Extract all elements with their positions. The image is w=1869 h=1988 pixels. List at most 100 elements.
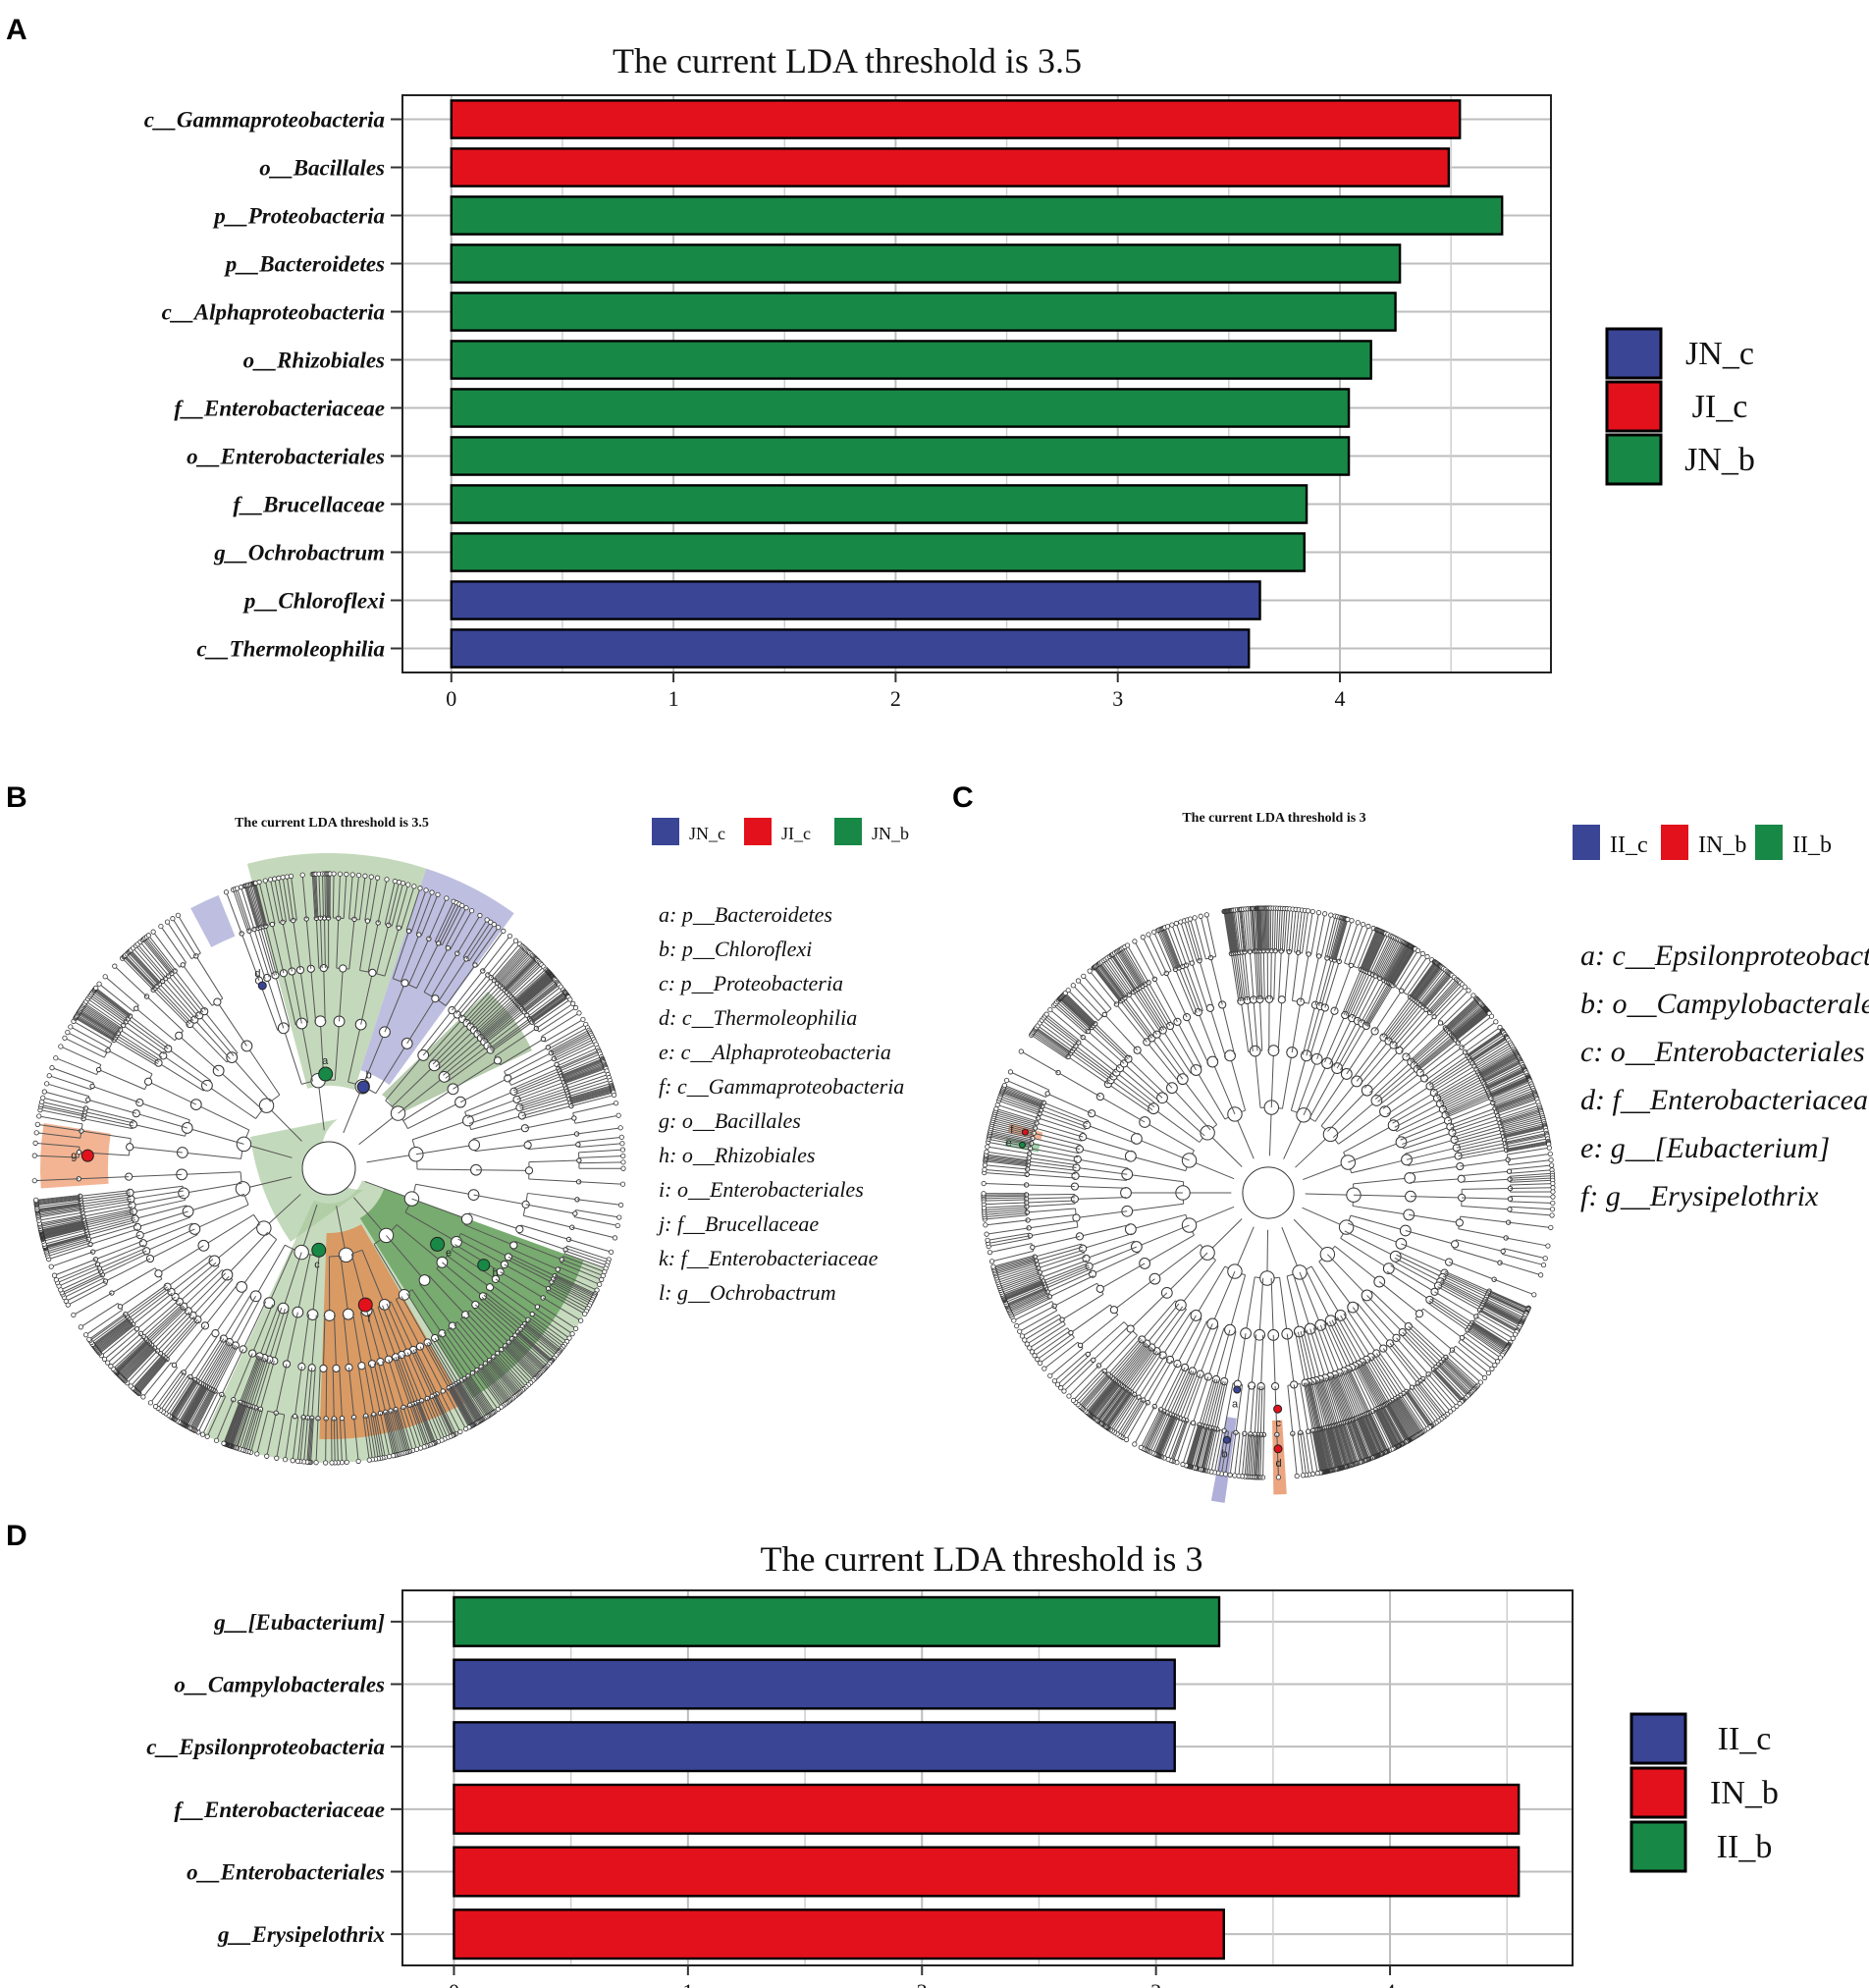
branch [197, 1392, 219, 1433]
branch [114, 965, 147, 997]
leaf-node [1022, 1337, 1028, 1343]
branch [1446, 1098, 1492, 1118]
branch [1470, 1323, 1508, 1349]
branch [1387, 1344, 1418, 1384]
branch [136, 1358, 167, 1393]
branch [447, 1329, 478, 1370]
branch [116, 1341, 149, 1373]
branch [386, 1235, 425, 1281]
branch [462, 919, 488, 958]
branch [94, 1319, 132, 1349]
branch [223, 1293, 252, 1339]
leaf-node [580, 1016, 586, 1023]
leaf-node [31, 1153, 37, 1158]
branch [455, 974, 489, 1014]
branch [1374, 1409, 1395, 1449]
branch [339, 1368, 343, 1419]
branch [524, 1323, 561, 1353]
branch [1484, 1300, 1524, 1320]
branch [1398, 1114, 1446, 1137]
branch [408, 939, 430, 986]
branch [95, 1240, 143, 1261]
branch [212, 1345, 238, 1391]
branch [504, 957, 536, 991]
leaf-node [284, 874, 290, 880]
branch [1295, 1134, 1331, 1168]
branch [1425, 1051, 1466, 1081]
branch [1394, 1102, 1441, 1128]
branch [1441, 1361, 1473, 1392]
leaf-node [618, 1134, 624, 1140]
branch [366, 1154, 416, 1163]
branch [81, 1203, 133, 1213]
inner-node [1252, 1431, 1258, 1437]
branch [1386, 1270, 1430, 1301]
branch [457, 1238, 506, 1265]
inner-node [1109, 1306, 1119, 1315]
branch [406, 997, 436, 1045]
branch [1278, 950, 1282, 1000]
branch [472, 1127, 525, 1140]
branch [319, 918, 323, 969]
leaf-node [567, 996, 573, 1002]
branch [248, 884, 262, 928]
branch [1030, 1226, 1079, 1237]
branch [1385, 943, 1409, 983]
branch [1447, 1001, 1480, 1031]
leaf-node [987, 1250, 993, 1256]
branch [1501, 1117, 1543, 1130]
branch [142, 1362, 172, 1398]
branch [34, 1155, 80, 1158]
branch [1379, 1072, 1421, 1105]
branch [479, 1368, 507, 1404]
branch [1510, 1183, 1553, 1186]
branch [1286, 908, 1291, 952]
branch [984, 1197, 1027, 1200]
inner-node [1457, 1174, 1466, 1183]
legend-label-JI_c: JI_c [781, 824, 811, 843]
leaf-node [1014, 1323, 1020, 1329]
branch [78, 1013, 117, 1038]
branch [107, 1332, 141, 1364]
branch [265, 926, 280, 975]
inner-node [208, 1255, 221, 1267]
branch [1412, 963, 1439, 999]
panel-c-title: The current LDA threshold is 3 [1182, 811, 1365, 826]
branch [566, 1077, 610, 1092]
branch [1489, 1077, 1529, 1096]
leaf-node [1328, 912, 1334, 918]
inner-node [76, 1149, 82, 1155]
biomarker-letter: g [71, 1150, 77, 1161]
leaf-node [578, 1317, 584, 1323]
branch [1468, 1328, 1504, 1355]
inner-node [1145, 1400, 1150, 1406]
branch [358, 1112, 399, 1146]
branch [467, 987, 504, 1025]
branch [1211, 1380, 1224, 1428]
branch [251, 1304, 274, 1354]
key-item: g: o__Bacillales [659, 1108, 801, 1133]
branch [494, 1027, 537, 1057]
branch [489, 1359, 519, 1394]
branch [292, 1417, 299, 1461]
branch [1384, 942, 1407, 982]
branch [512, 1070, 561, 1092]
branch [144, 1304, 183, 1340]
branch [502, 1348, 534, 1381]
branch [1259, 1434, 1262, 1478]
inner-node [219, 1391, 225, 1398]
branch [353, 875, 360, 920]
branch [474, 1370, 503, 1408]
branch [1037, 1249, 1084, 1265]
branch [273, 1310, 290, 1362]
category-label: o__Rhizobiales [243, 349, 385, 373]
branch [1468, 1032, 1505, 1057]
branch [201, 1340, 228, 1385]
leaf-node [1488, 1013, 1495, 1019]
branch [1299, 1271, 1321, 1326]
branch [1408, 1155, 1459, 1166]
branch [1460, 1158, 1509, 1167]
branch [1441, 1085, 1486, 1108]
branch [294, 1367, 302, 1417]
branch [569, 1089, 614, 1102]
